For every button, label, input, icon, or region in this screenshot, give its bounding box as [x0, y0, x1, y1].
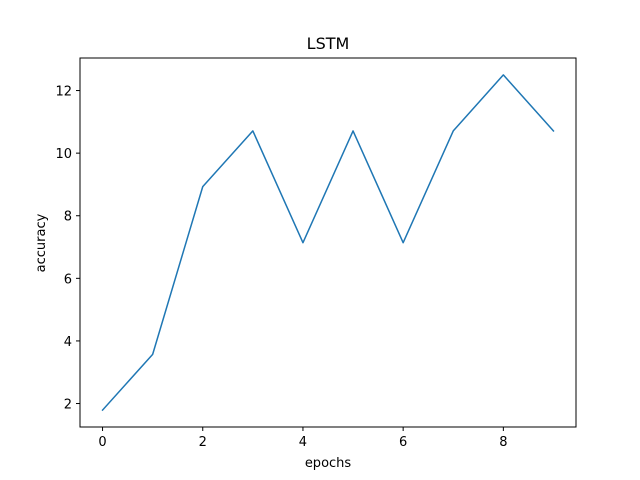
- chart-title: LSTM: [307, 34, 350, 53]
- series-line-0: [101, 74, 555, 412]
- y-tick-label-12: 12: [55, 85, 72, 100]
- plot-frame: [79, 57, 577, 428]
- plot-area: 0 2 4 6 8 2 4 6 8 10 12: [55, 57, 577, 450]
- x-tick-label-8: 8: [499, 435, 507, 450]
- x-tick-label-0: 0: [98, 435, 106, 450]
- y-tick-label-8: 8: [64, 210, 72, 225]
- x-axis-label: epochs: [305, 456, 352, 471]
- y-tick-label-4: 4: [64, 335, 72, 350]
- x-tick-label-4: 4: [299, 435, 307, 450]
- y-tick-label-10: 10: [55, 147, 72, 162]
- y-axis-label: accuracy: [34, 213, 49, 272]
- y-tick-label-6: 6: [64, 272, 72, 287]
- x-tick-label-2: 2: [199, 435, 207, 450]
- x-tick-label-6: 6: [399, 435, 407, 450]
- y-tick-label-2: 2: [64, 398, 72, 413]
